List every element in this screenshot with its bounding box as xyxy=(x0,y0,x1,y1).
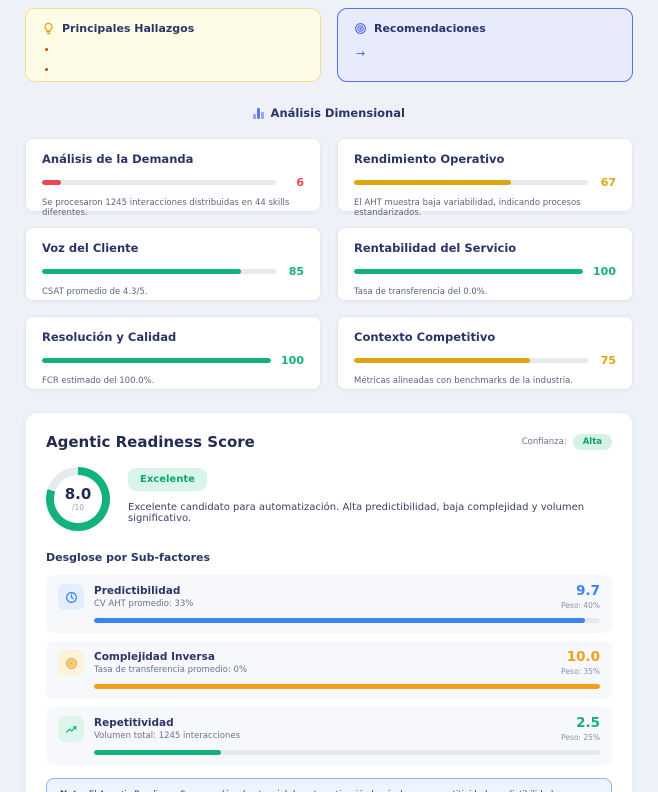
progress-bar xyxy=(354,358,588,363)
agentic-readiness-card: Agentic Readiness Score Confianza: Alta … xyxy=(25,412,633,792)
bar-chart-icon xyxy=(253,107,264,119)
dimension-score: 67 xyxy=(600,176,616,189)
note-text: El Agentic Readiness Score evalúa el pot… xyxy=(60,790,592,792)
dimension-score: 100 xyxy=(593,265,616,278)
breakdown-title: Desglose por Sub-factores xyxy=(46,551,211,564)
factor-score: 9.7 xyxy=(576,583,600,600)
finding-item xyxy=(45,64,304,74)
factor-weight: Peso: 25% xyxy=(561,732,600,742)
gauge-max: /10 xyxy=(71,502,85,512)
factor-progress-bar xyxy=(94,750,600,755)
trend-up-icon xyxy=(58,716,84,742)
target-icon xyxy=(58,650,84,676)
dimension-cards-grid: Análisis de la Demanda 6 Se procesaron 1… xyxy=(25,138,633,390)
score-description: Excelente candidato para automatización.… xyxy=(128,502,585,524)
dimension-title: Rentabilidad del Servicio xyxy=(354,241,517,255)
factor-row-complejidad: Complejidad Inversa Tasa de transferenci… xyxy=(46,641,612,699)
dimension-card-contexto: Contexto Competitivo 75 Métricas alinead… xyxy=(337,316,633,390)
dimension-description: Tasa de transferencia del 0.0%. xyxy=(354,287,488,297)
dimension-score: 6 xyxy=(296,176,304,189)
clock-icon xyxy=(58,584,84,610)
dimension-description: Se procesaron 1245 interacciones distrib… xyxy=(42,198,290,218)
dimension-description: CSAT promedio de 4.3/5. xyxy=(42,287,148,297)
factor-detail: Tasa de transferencia promedio: 0% xyxy=(94,665,248,675)
dimension-score: 100 xyxy=(281,354,304,367)
top-cards-row: Principales Hallazgos xyxy=(25,8,633,82)
gauge-score: 8.0 xyxy=(64,485,92,504)
dimension-card-rentabilidad: Rentabilidad del Servicio 100 Tasa de tr… xyxy=(337,227,633,301)
score-gauge: 8.0 /10 xyxy=(46,467,110,531)
factor-name: Predictibilidad xyxy=(94,585,181,597)
dimension-description: FCR estimado del 100.0%. xyxy=(42,376,155,386)
target-icon xyxy=(354,22,367,35)
factor-detail: CV AHT promedio: 33% xyxy=(94,599,194,609)
dimension-title: Resolución y Calidad xyxy=(42,330,177,344)
factor-row-repetitividad: Repetitividad Volumen total: 1245 intera… xyxy=(46,707,612,765)
dimension-title: Voz del Cliente xyxy=(42,241,139,255)
dimensional-analysis-header: Análisis Dimensional xyxy=(25,106,633,120)
dimension-card-demanda: Análisis de la Demanda 6 Se procesaron 1… xyxy=(25,138,321,218)
bullet-dot-icon xyxy=(45,67,48,71)
factor-weight: Peso: 35% xyxy=(561,666,600,676)
factor-progress-bar xyxy=(94,684,600,689)
dimension-description: Métricas alineadas con benchmarks de la … xyxy=(354,376,573,386)
bullet-dot-icon xyxy=(45,47,48,51)
factor-row-predictibilidad: Predictibilidad CV AHT promedio: 33% 9.7… xyxy=(46,575,612,633)
dimension-score: 75 xyxy=(600,354,616,367)
dimension-title: Análisis de la Demanda xyxy=(42,152,194,166)
recommendations-card: Recomendaciones → xyxy=(337,8,633,82)
progress-bar xyxy=(42,358,272,363)
dimension-title: Contexto Competitivo xyxy=(354,330,496,344)
factor-score: 10.0 xyxy=(566,649,600,666)
findings-title: Principales Hallazgos xyxy=(62,22,195,35)
dimension-title: Rendimiento Operativo xyxy=(354,152,505,166)
dimension-description: El AHT muestra baja variabilidad, indica… xyxy=(354,198,581,218)
factor-name: Complejidad Inversa xyxy=(94,651,215,663)
confidence-label: Confianza: xyxy=(521,437,567,447)
progress-bar xyxy=(42,180,276,185)
progress-bar xyxy=(354,180,588,185)
factor-detail: Volumen total: 1245 interacciones xyxy=(94,731,241,741)
findings-card: Principales Hallazgos xyxy=(25,8,321,82)
lightbulb-icon xyxy=(42,22,55,35)
dimension-card-voz-cliente: Voz del Cliente 85 CSAT promedio de 4.3/… xyxy=(25,227,321,301)
progress-bar xyxy=(354,269,584,274)
dimension-card-resolucion: Resolución y Calidad 100 FCR estimado de… xyxy=(25,316,321,390)
recommendation-arrow: → xyxy=(356,47,366,60)
confidence: Confianza: Alta xyxy=(522,434,612,450)
note-label: Nota: xyxy=(60,790,86,792)
factor-score: 2.5 xyxy=(576,715,600,732)
section-title: Análisis Dimensional xyxy=(270,106,405,120)
finding-item xyxy=(45,44,304,54)
score-rating-badge: Excelente xyxy=(128,468,207,491)
methodology-note: Nota: El Agentic Readiness Score evalúa … xyxy=(46,778,612,792)
progress-bar xyxy=(42,269,276,274)
confidence-badge: Alta xyxy=(572,434,612,450)
ars-title: Agentic Readiness Score xyxy=(46,433,255,451)
dimension-score: 85 xyxy=(288,265,304,278)
findings-list xyxy=(45,44,304,74)
dimension-card-rendimiento: Rendimiento Operativo 67 El AHT muestra … xyxy=(337,138,633,218)
factor-progress-bar xyxy=(94,618,600,623)
recommendations-title: Recomendaciones xyxy=(374,22,486,35)
factor-weight: Peso: 40% xyxy=(561,600,600,610)
factor-name: Repetitividad xyxy=(94,717,174,729)
